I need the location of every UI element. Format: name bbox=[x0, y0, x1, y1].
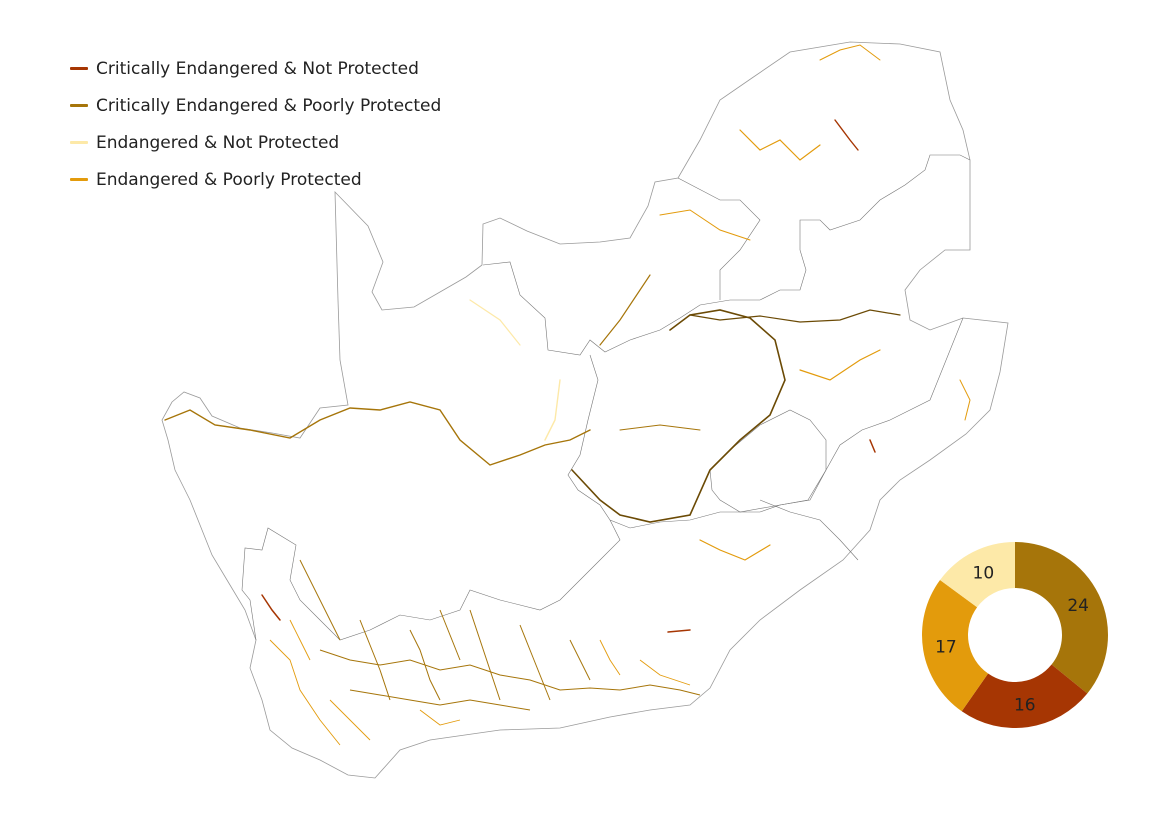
southern-river-cluster-light bbox=[269, 619, 691, 746]
donut-labels: 24 16 17 10 bbox=[935, 564, 1089, 716]
legend-item-ce-poorly-protected: Critically Endangered & Poorly Protected bbox=[70, 87, 441, 124]
donut-slice bbox=[1015, 542, 1108, 694]
legend-label: Critically Endangered & Not Protected bbox=[96, 58, 419, 79]
donut-value-label: 16 bbox=[1014, 695, 1036, 715]
map-legend: Critically Endangered & Not Protected Cr… bbox=[70, 50, 441, 198]
legend-swatch bbox=[70, 141, 88, 144]
legend-swatch bbox=[70, 67, 88, 70]
protection-donut-chart: 24 16 17 10 bbox=[922, 542, 1108, 728]
legend-label: Endangered & Not Protected bbox=[96, 132, 340, 153]
legend-item-en-poorly-protected: Endangered & Poorly Protected bbox=[70, 161, 441, 198]
donut-value-label: 17 bbox=[935, 637, 957, 657]
southern-river-cluster bbox=[299, 559, 701, 711]
province-border bbox=[709, 409, 827, 513]
donut-slice bbox=[922, 579, 989, 712]
province-border bbox=[482, 154, 971, 356]
legend-swatch bbox=[70, 178, 88, 181]
legend-swatch bbox=[70, 104, 88, 107]
donut-slice bbox=[961, 664, 1088, 728]
donut-value-label: 10 bbox=[973, 564, 995, 584]
country-outline bbox=[161, 41, 1009, 779]
province-border bbox=[677, 177, 761, 300]
province-border bbox=[567, 317, 964, 529]
legend-item-ce-not-protected: Critically Endangered & Not Protected bbox=[70, 50, 441, 87]
donut-value-label: 24 bbox=[1067, 596, 1089, 616]
legend-item-en-not-protected: Endangered & Not Protected bbox=[70, 124, 441, 161]
legend-label: Critically Endangered & Poorly Protected bbox=[96, 95, 442, 116]
province-border bbox=[759, 499, 859, 561]
river-network bbox=[164, 44, 971, 633]
legend-label: Endangered & Poorly Protected bbox=[96, 169, 362, 190]
donut-slices bbox=[922, 542, 1108, 728]
donut-slice bbox=[940, 542, 1015, 608]
province-border bbox=[241, 519, 621, 641]
